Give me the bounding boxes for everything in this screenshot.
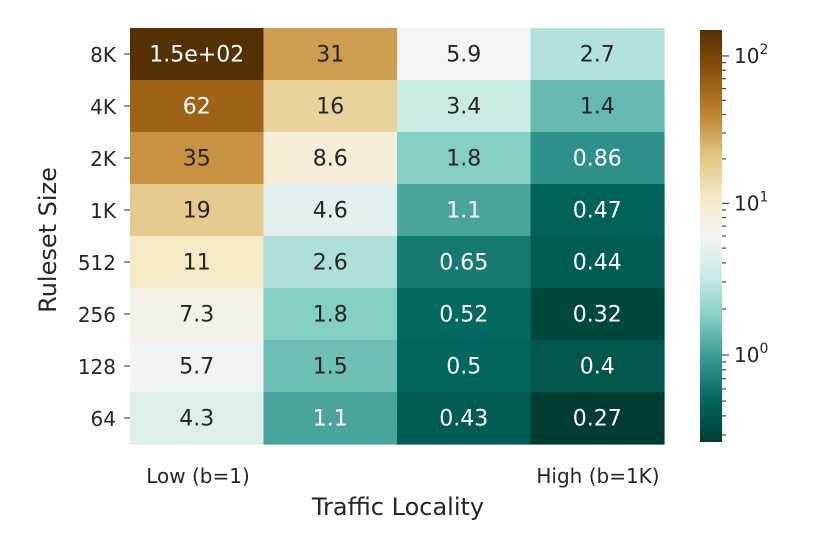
colorbar-tick-label: 100 bbox=[734, 341, 768, 367]
heatmap-cell bbox=[530, 28, 665, 81]
y-tick-label: 8K bbox=[90, 43, 117, 67]
y-tick-label: 128 bbox=[78, 355, 116, 379]
heatmap-cell bbox=[130, 184, 265, 237]
heatmap-cell-label: 5.9 bbox=[446, 43, 481, 68]
heatmap-cell bbox=[530, 340, 665, 393]
heatmap-cell-label: 31 bbox=[316, 43, 344, 68]
heatmap-cell bbox=[263, 80, 398, 133]
heatmap-cell-label: 19 bbox=[183, 199, 211, 224]
heatmap-cell bbox=[263, 28, 398, 81]
heatmap-cell-label: 1.8 bbox=[313, 303, 348, 328]
heatmap-cell bbox=[397, 340, 532, 393]
heatmap-cell-label: 0.4 bbox=[580, 355, 615, 380]
heatmap-cell bbox=[530, 132, 665, 185]
heatmap-cell-label: 1.1 bbox=[313, 407, 348, 432]
heatmap-cell-label: 0.27 bbox=[573, 407, 622, 432]
heatmap-cell bbox=[263, 132, 398, 185]
heatmap-cell-label: 1.5 bbox=[313, 355, 348, 380]
heatmap-cell bbox=[130, 28, 265, 81]
heatmap-cell bbox=[130, 288, 265, 341]
heatmap-cell bbox=[397, 80, 532, 133]
heatmap-cell bbox=[530, 288, 665, 341]
heatmap-cell bbox=[263, 288, 398, 341]
heatmap-cell-label: 4.6 bbox=[313, 199, 348, 224]
heatmap-cell bbox=[530, 184, 665, 237]
heatmap-cell-label: 0.32 bbox=[573, 303, 622, 328]
heatmap-cell bbox=[130, 132, 265, 185]
heatmap-cell bbox=[263, 184, 398, 237]
x-tick-label-low: Low (b=1) bbox=[146, 464, 250, 488]
heatmap-cell bbox=[530, 392, 665, 445]
heatmap-cell-label: 0.47 bbox=[573, 199, 622, 224]
heatmap-cell-label: 1.4 bbox=[580, 95, 615, 120]
colorbar bbox=[700, 30, 722, 442]
heatmap-cell-label: 4.3 bbox=[179, 407, 214, 432]
heatmap-cell bbox=[263, 236, 398, 289]
heatmap-cell-label: 0.86 bbox=[573, 147, 622, 172]
colorbar-tick-label: 102 bbox=[734, 42, 768, 68]
x-tick-label-high: High (b=1K) bbox=[536, 464, 659, 488]
heatmap-cell-label: 2.6 bbox=[313, 251, 348, 276]
colorbar-tick-label: 101 bbox=[734, 189, 768, 215]
x-axis-label: Traffic Locality bbox=[311, 493, 484, 521]
heatmap-cell-label: 8.6 bbox=[313, 147, 348, 172]
y-tick-label: 256 bbox=[78, 303, 116, 327]
heatmap-cell-label: 1.1 bbox=[446, 199, 481, 224]
heatmap-cell bbox=[530, 80, 665, 133]
heatmap-cell-label: 0.44 bbox=[573, 251, 622, 276]
heatmap-cell bbox=[397, 184, 532, 237]
heatmap-cell-label: 0.43 bbox=[439, 407, 488, 432]
heatmap-cell bbox=[397, 392, 532, 445]
y-axis-label: Ruleset Size bbox=[34, 167, 62, 313]
heatmap-cell bbox=[130, 236, 265, 289]
heatmap-cell bbox=[397, 236, 532, 289]
heatmap-cell bbox=[397, 28, 532, 81]
heatmap-cell-label: 3.4 bbox=[446, 95, 481, 120]
heatmap-cell-label: 16 bbox=[316, 95, 344, 120]
heatmap-cell-label: 1.5e+02 bbox=[149, 43, 244, 68]
heatmap-cell bbox=[397, 288, 532, 341]
heatmap-cell-label: 2.7 bbox=[580, 43, 615, 68]
y-tick-label: 4K bbox=[90, 95, 117, 119]
heatmap-cell-label: 5.7 bbox=[179, 355, 214, 380]
colorbar-ticks: 102 101 100 bbox=[722, 42, 768, 436]
y-tick-label: 64 bbox=[91, 407, 116, 431]
heatmap-cell-label: 11 bbox=[183, 251, 211, 276]
heatmap-cell bbox=[397, 132, 532, 185]
heatmap-cell bbox=[263, 392, 398, 445]
y-tick-label: 1K bbox=[90, 199, 117, 223]
heatmap-cell-label: 0.5 bbox=[446, 355, 481, 380]
heatmap-cell-label: 7.3 bbox=[179, 303, 214, 328]
heatmap-cell bbox=[130, 392, 265, 445]
heatmap-cells bbox=[130, 28, 665, 445]
heatmap-cell bbox=[263, 340, 398, 393]
heatmap-cell bbox=[130, 340, 265, 393]
y-tick-label: 2K bbox=[90, 147, 117, 171]
y-axis-ticks: 8K 4K 2K 1K 512 256 128 64 bbox=[78, 43, 130, 431]
y-tick-label: 512 bbox=[78, 251, 116, 275]
heatmap-cell-label: 0.65 bbox=[439, 251, 488, 276]
heatmap-cell bbox=[130, 80, 265, 133]
heatmap-cell-label: 1.8 bbox=[446, 147, 481, 172]
heatmap-cell-label: 0.52 bbox=[439, 303, 488, 328]
heatmap-cell-labels: 1.5e+02 31 5.9 2.7 62 16 3.4 1.4 35 8.6 1.8 0.86 19 4… bbox=[149, 43, 621, 432]
heatmap-cell-label: 62 bbox=[183, 95, 211, 120]
heatmap-cell bbox=[530, 236, 665, 289]
heatmap-cell-label: 35 bbox=[183, 147, 211, 172]
